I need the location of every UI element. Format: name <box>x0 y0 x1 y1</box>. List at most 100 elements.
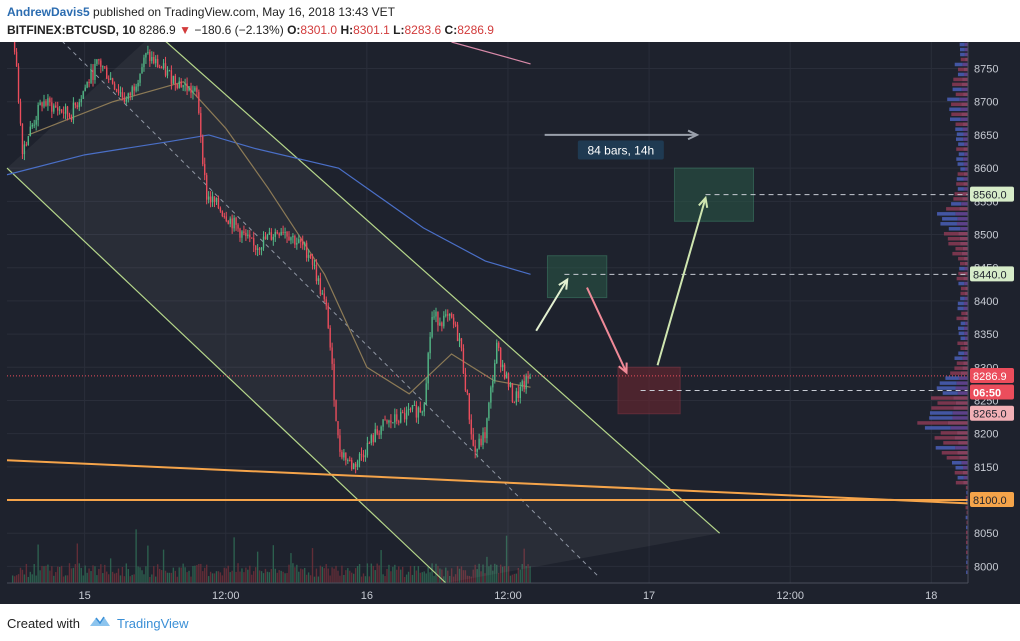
volume-profile-bar <box>958 326 965 331</box>
volume-profile-bar <box>929 411 953 415</box>
volume-profile-bar <box>960 291 965 296</box>
volume-bar <box>162 549 165 583</box>
price-axis[interactable]: 8000805081008150820082508300835084008450… <box>967 42 1020 604</box>
volume-profile-bar <box>940 222 957 226</box>
candle-body <box>78 102 80 108</box>
volume-profile-bar <box>958 351 965 355</box>
volume-bar <box>235 571 237 583</box>
candle-body <box>309 255 312 259</box>
volume-profile-bar <box>966 560 968 565</box>
volume-bar <box>194 565 196 583</box>
volume-bar <box>525 566 527 583</box>
close-label: C: <box>444 23 458 37</box>
tradingview-logo-icon[interactable] <box>88 613 112 634</box>
volume-profile-bar <box>954 436 968 440</box>
price-axis-bg <box>968 42 1020 604</box>
volume-profile-bar <box>961 82 968 87</box>
time-axis[interactable]: 15 12:00 16 12:00 17 12:00 18 <box>0 582 1020 604</box>
symbol-info: BITFINEX:BTCUSD, 10 8286.9 ▼ −180.6 (−2.… <box>7 23 494 37</box>
volume-bar <box>31 574 33 583</box>
price-chart[interactable]: 84 bars, 14h 800080508100815082008250830… <box>0 18 1020 604</box>
volume-bar <box>474 564 476 583</box>
candle-body <box>43 101 45 107</box>
volume-bar <box>33 564 35 583</box>
volume-bar <box>488 566 490 583</box>
volume-profile-bar <box>960 52 965 57</box>
volume-bar <box>409 565 412 583</box>
volume-profile-bar <box>963 122 968 126</box>
candle-body <box>251 237 253 239</box>
candle-body <box>319 278 322 295</box>
moving-average-blue <box>6 134 531 275</box>
volume-profile-bar <box>953 396 968 400</box>
volume-profile-bar <box>957 217 968 221</box>
candle-body <box>192 90 194 94</box>
candle-body <box>215 198 218 202</box>
volume-bar <box>37 544 39 583</box>
candle-body <box>205 175 208 200</box>
candle-body <box>60 109 63 113</box>
volume-bar <box>351 572 353 583</box>
chart-area[interactable]: 84 bars, 14h 800080508100815082008250830… <box>0 18 1020 604</box>
candle-body <box>374 429 376 443</box>
candle-body <box>72 102 75 120</box>
volume-bar <box>476 569 478 583</box>
tradingview-brand[interactable]: TradingView <box>117 616 189 631</box>
volume-profile-bar <box>952 416 968 420</box>
volume-bar <box>260 571 263 583</box>
volume-profile-bar <box>961 112 968 117</box>
volume-bar <box>449 575 451 583</box>
volume-bar <box>253 571 255 583</box>
price-tick-label: 8400 <box>974 296 998 308</box>
candle-body <box>76 105 79 108</box>
volume-profile-bar <box>958 441 968 445</box>
candle-body <box>360 453 363 455</box>
volume-bar <box>176 576 178 583</box>
arrow-up-1-head <box>558 277 569 290</box>
candle-body <box>17 66 20 103</box>
candle-body <box>129 93 131 96</box>
candle-body <box>433 316 435 318</box>
volume-profile-bar <box>962 77 968 82</box>
volume-profile-bar <box>953 197 963 201</box>
candle-body <box>254 245 257 250</box>
candle-body <box>268 232 271 235</box>
volume-profile-bar <box>949 107 961 112</box>
volume-bar <box>202 571 204 583</box>
candle-body <box>188 86 190 91</box>
volume-bar <box>21 569 24 583</box>
volume-bar <box>184 567 186 583</box>
candle-body <box>390 420 392 423</box>
chart-header: AndrewDavis5 published on TradingView.co… <box>0 0 1020 42</box>
volume-profile-bar <box>952 251 962 256</box>
volume-bar <box>378 565 380 583</box>
candle-body <box>488 402 490 419</box>
volume-bar <box>519 569 521 583</box>
candle-body <box>156 58 159 68</box>
price-tag-bg <box>970 186 1014 202</box>
volume-profile-bar <box>956 132 964 136</box>
volume-profile-bar <box>961 87 968 92</box>
volume-bar <box>511 574 514 583</box>
volume-bar <box>331 567 333 583</box>
candle-body <box>253 238 255 246</box>
volume-bar <box>43 566 45 583</box>
candle-body <box>401 412 404 414</box>
created-with-text: Created with <box>7 616 80 631</box>
volume-bar <box>113 573 116 583</box>
volume-bar <box>460 566 463 583</box>
volume-profile-bar <box>946 456 960 460</box>
volume-bar <box>100 564 102 583</box>
volume-profile-bar <box>960 371 968 375</box>
candle-body <box>484 432 486 439</box>
volume-profile-bar <box>963 465 968 470</box>
volume-profile-bar <box>960 346 965 351</box>
volume-profile-bar <box>953 406 968 410</box>
volume-bar <box>392 566 394 583</box>
author-link[interactable]: AndrewDavis5 <box>7 5 90 19</box>
candle-body <box>107 78 110 80</box>
symbol-name[interactable]: BITFINEX:BTCUSD, 10 <box>7 23 136 37</box>
high-value: 8301.1 <box>353 23 390 37</box>
volume-profile-bar <box>951 102 962 107</box>
candle-body <box>109 78 112 80</box>
